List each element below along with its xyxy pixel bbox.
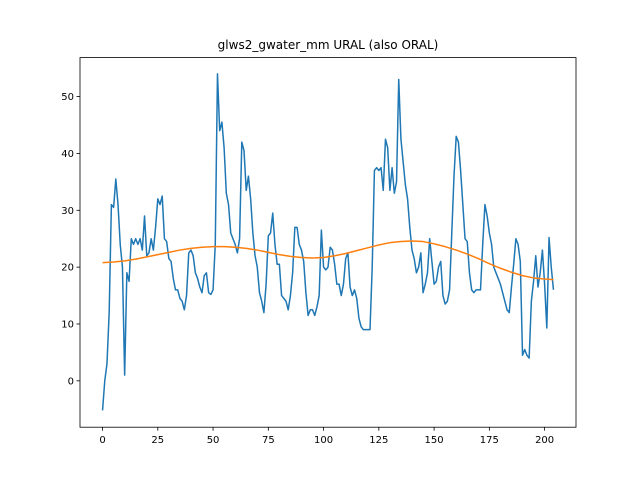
y-tick-label: 0 [68, 376, 74, 387]
y-tick-label: 30 [61, 206, 74, 217]
y-tick-label: 40 [61, 149, 74, 160]
x-tick-label: 125 [369, 435, 388, 446]
data-line [102, 240, 554, 281]
x-tick-label: 75 [262, 435, 275, 446]
x-tick-label: 100 [314, 435, 333, 446]
y-tick-label: 50 [61, 92, 74, 103]
data-line [101, 73, 555, 411]
x-tick-label: 25 [151, 435, 164, 446]
x-tick-label: 0 [99, 435, 105, 446]
x-tick-label: 175 [480, 435, 499, 446]
x-tick-label: 200 [535, 435, 554, 446]
x-tick-label: 50 [207, 435, 220, 446]
chart-title: glws2_gwater_mm URAL (also ORAL) [218, 38, 439, 52]
plot-frame [79, 57, 577, 428]
x-tick-label: 150 [425, 435, 444, 446]
y-tick-label: 10 [61, 319, 74, 330]
y-tick-label: 20 [61, 263, 74, 274]
